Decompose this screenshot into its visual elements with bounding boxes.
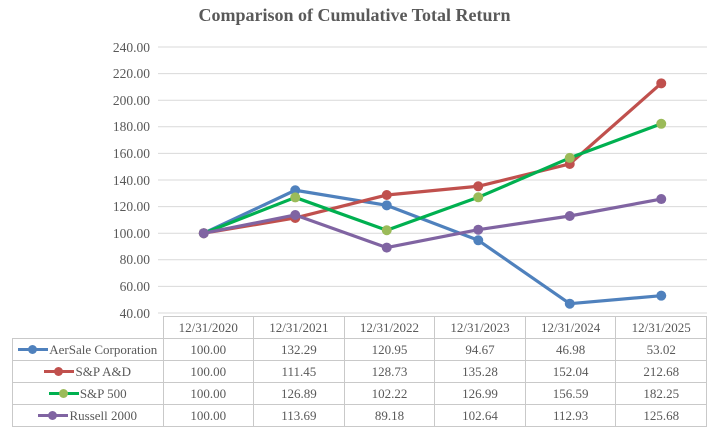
table-value-cell: 132.29	[253, 338, 345, 361]
series-line	[202, 197, 663, 250]
y-axis-tick-label: 220.00	[112, 66, 150, 82]
table-value-cell: 89.18	[343, 404, 436, 427]
data-point-marker	[381, 189, 392, 200]
table-value-cell: 152.04	[524, 360, 617, 383]
table-header-cell-date: 12/31/2024	[524, 316, 617, 339]
y-axis-tick-label: 80.00	[119, 252, 150, 268]
legend-line-marker-icon	[18, 344, 49, 355]
table-value-cell: 53.02	[615, 338, 707, 361]
legend-item: Russell 2000	[12, 404, 164, 427]
table-header-cell-date: 12/31/2025	[615, 316, 707, 339]
table-value-cell: 112.93	[524, 404, 617, 427]
data-point-marker	[381, 200, 392, 211]
data-point-marker	[381, 242, 392, 253]
table-value-cell: 126.89	[253, 382, 345, 405]
data-point-marker	[564, 211, 575, 222]
y-axis-tick-label: 160.00	[112, 145, 150, 161]
legend-line-marker-icon	[44, 366, 75, 377]
table-value-cell: 102.22	[343, 382, 436, 405]
series-line	[202, 122, 663, 235]
data-point-marker	[198, 228, 209, 239]
table-value-cell: 100.00	[162, 382, 255, 405]
table-value-cell: 156.59	[524, 382, 617, 405]
legend-item: S&P 500	[12, 382, 164, 405]
table-value-cell: 212.68	[615, 360, 707, 383]
table-row: S&P A&D 100.00 111.45 128.73 135.28 152.04 212…	[12, 360, 707, 383]
y-axis-tick-label: 140.00	[112, 172, 150, 188]
table-value-cell: 100.00	[162, 360, 255, 383]
table-row: S&P 500 100.00 126.89 102.22 126.99 156.59 182…	[12, 382, 707, 405]
legend-line-marker-icon	[38, 410, 69, 421]
legend-series-name: AerSale Corporation	[49, 341, 158, 357]
data-table: 12/31/2020 12/31/2021 12/31/2022 12/31/2023…	[12, 316, 707, 427]
table-row: Russell 2000 100.00 113.69 89.18 102.64 112.9…	[12, 404, 707, 427]
table-value-cell: 126.99	[434, 382, 526, 405]
data-point-marker	[564, 298, 575, 309]
data-point-marker	[656, 118, 667, 129]
table-value-cell: 100.00	[162, 338, 255, 361]
table-value-cell: 102.64	[434, 404, 526, 427]
table-value-cell: 94.67	[434, 338, 526, 361]
legend-series-name: S&P 500	[79, 385, 127, 401]
chart-title: Comparison of Cumulative Total Return	[198, 5, 511, 25]
data-table-body: AerSale Corporation 100.00 132.29 120.95 94.…	[12, 338, 707, 427]
table-header-cell-date: 12/31/2020	[162, 316, 255, 339]
y-axis-tick-label: 240.00	[112, 39, 150, 55]
legend-item: S&P A&D	[12, 360, 164, 383]
data-point-marker	[473, 235, 484, 246]
table-value-cell: 128.73	[343, 360, 436, 383]
series-line	[202, 188, 663, 306]
y-axis-tick-label: 40.00	[119, 305, 150, 321]
y-axis-tick-label: 180.00	[112, 119, 150, 135]
data-point-marker	[473, 192, 484, 203]
data-point-marker	[656, 78, 667, 89]
data-point-marker	[381, 225, 392, 236]
legend-line-marker-icon	[48, 388, 79, 399]
table-row: AerSale Corporation 100.00 132.29 120.95 94.…	[12, 338, 707, 361]
legend-series-name: Russell 2000	[69, 407, 138, 423]
data-point-marker	[564, 152, 575, 163]
y-axis-tick-label: 120.00	[112, 199, 150, 215]
table-value-cell: 100.00	[162, 404, 255, 427]
table-header-row: 12/31/2020 12/31/2021 12/31/2022 12/31/2023…	[13, 316, 707, 339]
table-corner-stub	[13, 317, 164, 339]
data-point-marker	[656, 194, 667, 205]
table-value-cell: 182.25	[615, 382, 707, 405]
data-table-header: 12/31/2020 12/31/2021 12/31/2022 12/31/2023…	[13, 316, 707, 339]
table-value-cell: 135.28	[434, 360, 526, 383]
table-header-cell-date: 12/31/2023	[434, 316, 526, 339]
table-value-cell: 113.69	[253, 404, 345, 427]
table-value-cell: 111.45	[253, 360, 345, 383]
data-point-marker	[290, 209, 301, 220]
data-point-marker	[473, 181, 484, 192]
table-value-cell: 120.95	[343, 338, 436, 361]
legend-series-name: S&P A&D	[75, 363, 131, 379]
data-point-marker	[290, 192, 301, 203]
table-header-cell-date: 12/31/2021	[253, 316, 345, 339]
table-header-cell-date: 12/31/2022	[343, 316, 436, 339]
y-axis-tick-label: 200.00	[112, 92, 150, 108]
table-value-cell: 46.98	[524, 338, 617, 361]
legend-item: AerSale Corporation	[12, 338, 164, 361]
data-point-marker	[290, 185, 301, 196]
y-axis-tick-label: 60.00	[119, 278, 150, 294]
data-point-marker	[473, 224, 484, 235]
table-value-cell: 125.68	[615, 404, 707, 427]
y-axis-tick-label: 100.00	[112, 225, 150, 241]
data-point-marker	[656, 290, 667, 301]
